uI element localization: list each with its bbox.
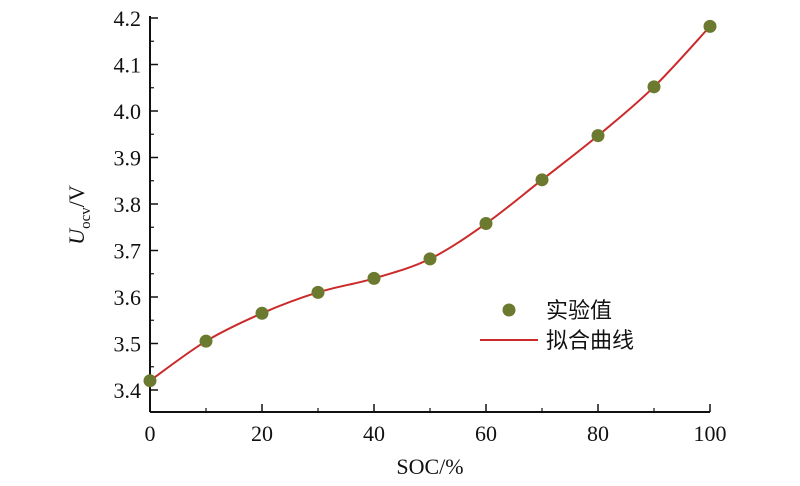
data-point (255, 306, 269, 320)
y-axis-title-unit: /V (64, 185, 89, 207)
y-tick-label: 3.5 (114, 332, 142, 357)
legend-label-experimental: 实验值 (546, 299, 612, 324)
data-point (311, 285, 325, 299)
legend-marker-experimental (502, 303, 516, 317)
y-tick-label: 4.1 (114, 53, 142, 78)
y-tick-label: 3.9 (114, 146, 142, 171)
series (143, 19, 717, 388)
y-tick-label: 3.7 (114, 239, 142, 264)
y-tick-label: 4.0 (114, 99, 142, 124)
data-points (143, 19, 717, 388)
ticks: 0 20 40 60 80 100 3.4 3.5 3.6 3.7 3.8 3.9 4.0 4.1 4.2 (114, 6, 727, 446)
data-point (591, 129, 605, 143)
data-point (647, 80, 661, 94)
y-axis-title-subscript: ocv (78, 207, 94, 229)
x-axis-title: SOC/% (396, 454, 463, 479)
x-tick-label: 20 (251, 421, 273, 446)
x-tick-label: 80 (587, 421, 609, 446)
data-point (535, 173, 549, 187)
y-tick-label: 3.8 (114, 192, 142, 217)
y-tick-label: 4.2 (114, 6, 142, 31)
svg-text:Uocv/V: Uocv/V (64, 185, 94, 245)
data-point (367, 271, 381, 285)
fit-curve-line (149, 25, 711, 382)
legend-label-fit-curve: 拟合曲线 (546, 329, 634, 354)
x-tick-label: 100 (694, 421, 727, 446)
y-tick-label: 3.4 (114, 378, 142, 403)
data-point (143, 374, 157, 388)
y-axis-title-main: U (64, 227, 89, 245)
x-tick-label: 0 (145, 421, 156, 446)
y-tick-label: 3.6 (114, 285, 142, 310)
legend: 实验值 拟合曲线 (480, 299, 634, 354)
data-point (423, 252, 437, 266)
data-point (703, 19, 717, 33)
x-tick-label: 40 (363, 421, 385, 446)
y-axis-title: Uocv/V (64, 185, 94, 245)
x-tick-label: 60 (475, 421, 497, 446)
data-point (199, 334, 213, 348)
data-point (479, 217, 493, 231)
